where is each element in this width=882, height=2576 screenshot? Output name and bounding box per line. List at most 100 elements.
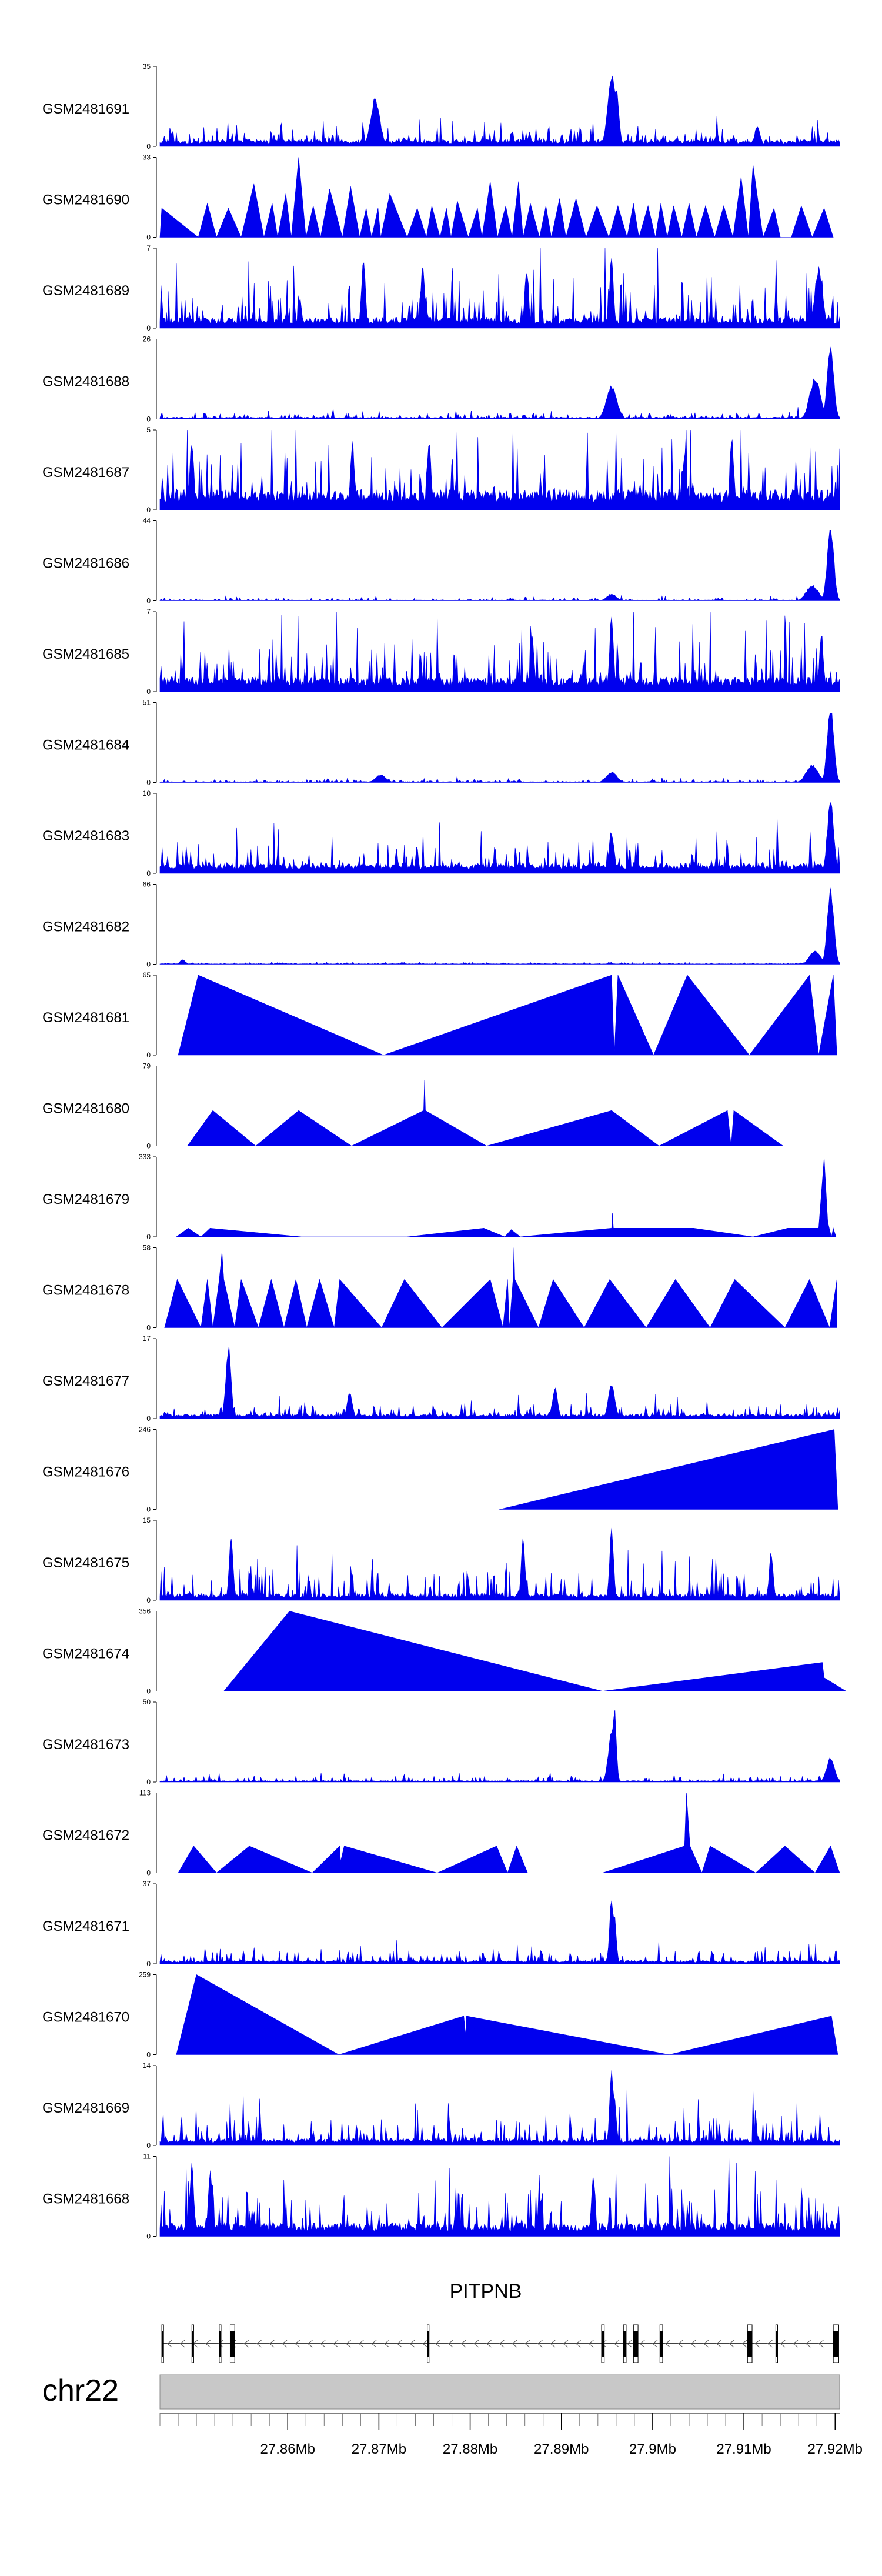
strand-arrow-marker <box>460 2340 466 2348</box>
track-label: GSM2481675 <box>42 1555 129 1571</box>
strand-arrow-marker <box>664 2340 671 2348</box>
track-coverage-area <box>159 802 840 874</box>
gene-model-track: PITPNB <box>161 2280 839 2363</box>
track-ymin-label: 0 <box>146 1414 151 1423</box>
strand-arrow-marker <box>626 2340 632 2348</box>
strand-arrow-marker <box>294 2340 300 2348</box>
axis-tick-label: 27.89Mb <box>534 2441 589 2457</box>
track-coverage-area <box>178 1793 840 1874</box>
track-GSM2481676: GSM2481676 246 0 <box>42 1426 838 1514</box>
track-coverage-area <box>159 75 840 147</box>
track-ymax-label: 15 <box>143 1516 151 1524</box>
track-ymin-label: 0 <box>146 1869 151 1877</box>
track-GSM2481687: GSM2481687 5 0 <box>42 426 840 514</box>
track-ymin-label: 0 <box>146 2141 151 2150</box>
axis-tick-label: 27.87Mb <box>352 2441 406 2457</box>
track-ymax-label: 65 <box>143 971 151 979</box>
strand-arrow-marker <box>358 2340 364 2348</box>
strand-arrow-marker <box>677 2340 683 2348</box>
track-ymin-label: 0 <box>146 2051 151 2059</box>
exon-block <box>623 2331 626 2357</box>
strand-arrow-marker <box>767 2340 773 2348</box>
track-label: GSM2481682 <box>42 919 129 935</box>
strand-arrow-marker <box>537 2340 543 2348</box>
strand-arrow-marker <box>333 2340 339 2348</box>
strand-arrow-marker <box>652 2340 658 2348</box>
track-ymax-label: 333 <box>139 1153 151 1161</box>
track-coverage-area <box>159 429 840 510</box>
track-GSM2481677: GSM2481677 17 0 <box>42 1334 840 1423</box>
strand-arrow-marker <box>486 2340 492 2348</box>
track-ymin-label: 0 <box>146 1960 151 1968</box>
track-coverage-area <box>499 1429 838 1510</box>
track-ymax-label: 79 <box>143 1062 151 1070</box>
track-GSM2481678: GSM2481678 58 0 <box>42 1244 837 1332</box>
strand-arrow-marker <box>422 2340 428 2348</box>
track-ymin-label: 0 <box>146 1233 151 1241</box>
track-GSM2481680: GSM2481680 79 0 <box>42 1062 784 1150</box>
track-ymin-label: 0 <box>146 233 151 242</box>
track-GSM2481674: GSM2481674 356 0 <box>42 1607 847 1696</box>
track-ymax-label: 5 <box>146 426 151 434</box>
strand-arrow-marker <box>716 2340 721 2348</box>
track-ymin-label: 0 <box>146 1324 151 1332</box>
strand-arrow-marker <box>256 2340 262 2348</box>
track-label: GSM2481689 <box>42 283 129 299</box>
track-ymax-label: 26 <box>143 335 151 343</box>
track-ymax-label: 14 <box>143 2061 151 2070</box>
track-ymax-label: 10 <box>143 789 151 798</box>
track-coverage-area <box>159 346 840 419</box>
track-label: GSM2481670 <box>42 2010 129 2026</box>
track-ymax-label: 44 <box>143 517 151 525</box>
exon-block <box>230 2331 235 2357</box>
track-coverage-area <box>187 1080 784 1146</box>
track-GSM2481668: GSM2481668 11 0 <box>42 2153 840 2241</box>
track-ymin-label: 0 <box>146 324 151 332</box>
axis-tick-label: 27.92Mb <box>808 2441 863 2457</box>
exon-block <box>192 2331 194 2357</box>
track-ymax-label: 66 <box>143 880 151 889</box>
strand-arrow-marker <box>588 2340 594 2348</box>
track-ymax-label: 17 <box>143 1334 151 1343</box>
exon-block <box>660 2331 663 2357</box>
strand-arrow-marker <box>741 2340 747 2348</box>
strand-arrow-marker <box>575 2340 581 2348</box>
track-GSM2481669: GSM2481669 14 0 <box>42 2061 840 2150</box>
exon-block <box>833 2331 839 2357</box>
track-ymin-label: 0 <box>146 1596 151 1604</box>
strand-arrow-marker <box>550 2340 556 2348</box>
track-GSM2481670: GSM2481670 259 0 <box>42 1971 838 2059</box>
track-ymax-label: 37 <box>143 1880 151 1888</box>
track-coverage-area <box>159 157 834 238</box>
exon-block <box>747 2331 753 2357</box>
track-ymax-label: 33 <box>143 154 151 162</box>
strand-arrow-marker <box>703 2340 709 2348</box>
track-label: GSM2481668 <box>42 2191 129 2207</box>
track-GSM2481690: GSM2481690 33 0 <box>42 154 834 242</box>
track-ymin-label: 0 <box>146 779 151 787</box>
axis-tick-label: 27.86Mb <box>260 2441 315 2457</box>
track-GSM2481688: GSM2481688 26 0 <box>42 335 840 423</box>
track-ymax-label: 259 <box>139 1971 151 1979</box>
track-GSM2481689: GSM2481689 7 0 <box>42 244 840 332</box>
track-coverage-area <box>176 1974 838 2055</box>
track-GSM2481675: GSM2481675 15 0 <box>42 1516 840 1604</box>
axis-tick-label: 27.91Mb <box>716 2441 771 2457</box>
track-coverage-area <box>159 530 840 601</box>
strand-arrow-marker <box>805 2340 811 2348</box>
strand-arrow-marker <box>524 2340 530 2348</box>
strand-arrow-marker <box>639 2340 645 2348</box>
track-label: GSM2481676 <box>42 1464 129 1480</box>
strand-arrow-marker <box>793 2340 799 2348</box>
track-GSM2481681: GSM2481681 65 0 <box>42 971 837 1059</box>
strand-arrow-marker <box>243 2340 249 2348</box>
strand-arrow-marker <box>383 2340 390 2348</box>
strand-arrow-marker <box>396 2340 402 2348</box>
track-coverage-area <box>159 887 840 965</box>
strand-arrow-marker <box>269 2340 275 2348</box>
track-ymin-label: 0 <box>146 1142 151 1150</box>
strand-arrow-marker <box>166 2340 172 2348</box>
track-coverage-area <box>159 713 840 783</box>
track-label: GSM2481684 <box>42 738 129 753</box>
strand-arrow-marker <box>205 2340 211 2348</box>
